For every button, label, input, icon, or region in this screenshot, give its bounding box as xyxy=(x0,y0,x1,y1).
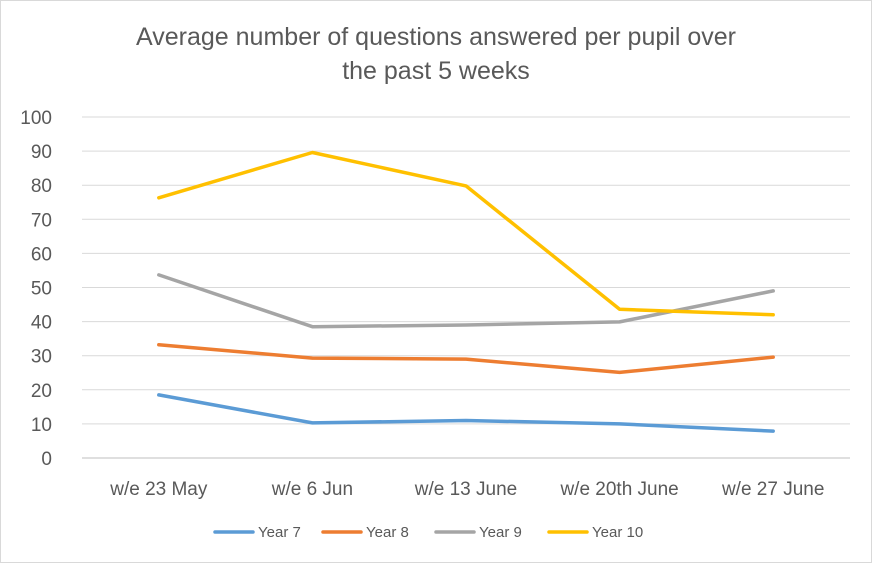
series-line-year-7 xyxy=(157,393,775,433)
y-tick-label-10: 10 xyxy=(31,415,52,436)
chart-title-line-2: the past 5 weeks xyxy=(342,57,530,85)
x-axis-tick-labels: w/e 23 May w/e 6 Jun w/e 13 June w/e 20th J… xyxy=(109,479,824,500)
y-tick-label-90: 90 xyxy=(31,142,52,163)
x-tick-label: w/e 27 June xyxy=(721,479,824,500)
series-line-year-8 xyxy=(157,343,775,375)
x-tick-label: w/e 6 Jun xyxy=(271,479,353,500)
y-tick-label-0: 0 xyxy=(41,449,52,470)
y-tick-label-70: 70 xyxy=(31,210,52,231)
y-tick-label-80: 80 xyxy=(31,176,52,197)
y-tick-label-20: 20 xyxy=(31,381,52,402)
y-axis-tick-labels: 0 10 20 30 40 50 60 70 80 90 100 xyxy=(20,108,52,470)
chart-title: Average number of questions answered per… xyxy=(0,20,872,88)
y-tick-label-60: 60 xyxy=(31,244,52,265)
y-tick-label-30: 30 xyxy=(31,347,52,368)
legend-label-year-10: Year 10 xyxy=(592,524,643,541)
y-tick-label-50: 50 xyxy=(31,279,52,300)
x-tick-label: w/e 13 June xyxy=(414,479,517,500)
x-tick-label: w/e 20th June xyxy=(559,479,678,500)
legend-label-year-8: Year 8 xyxy=(366,524,409,541)
legend-label-year-7: Year 7 xyxy=(258,524,301,541)
y-tick-label-40: 40 xyxy=(31,313,52,334)
gridlines xyxy=(82,116,850,459)
series-line-year-9 xyxy=(157,273,775,329)
series-lines xyxy=(157,150,775,433)
series-line-year-10 xyxy=(157,150,775,317)
x-tick-label: w/e 23 May xyxy=(109,479,208,500)
legend: Year 7 Year 8 Year 9 Year 10 xyxy=(213,524,643,541)
y-tick-label-100: 100 xyxy=(20,108,52,129)
chart-title-line-1: Average number of questions answered per… xyxy=(136,23,736,51)
legend-label-year-9: Year 9 xyxy=(479,524,522,541)
